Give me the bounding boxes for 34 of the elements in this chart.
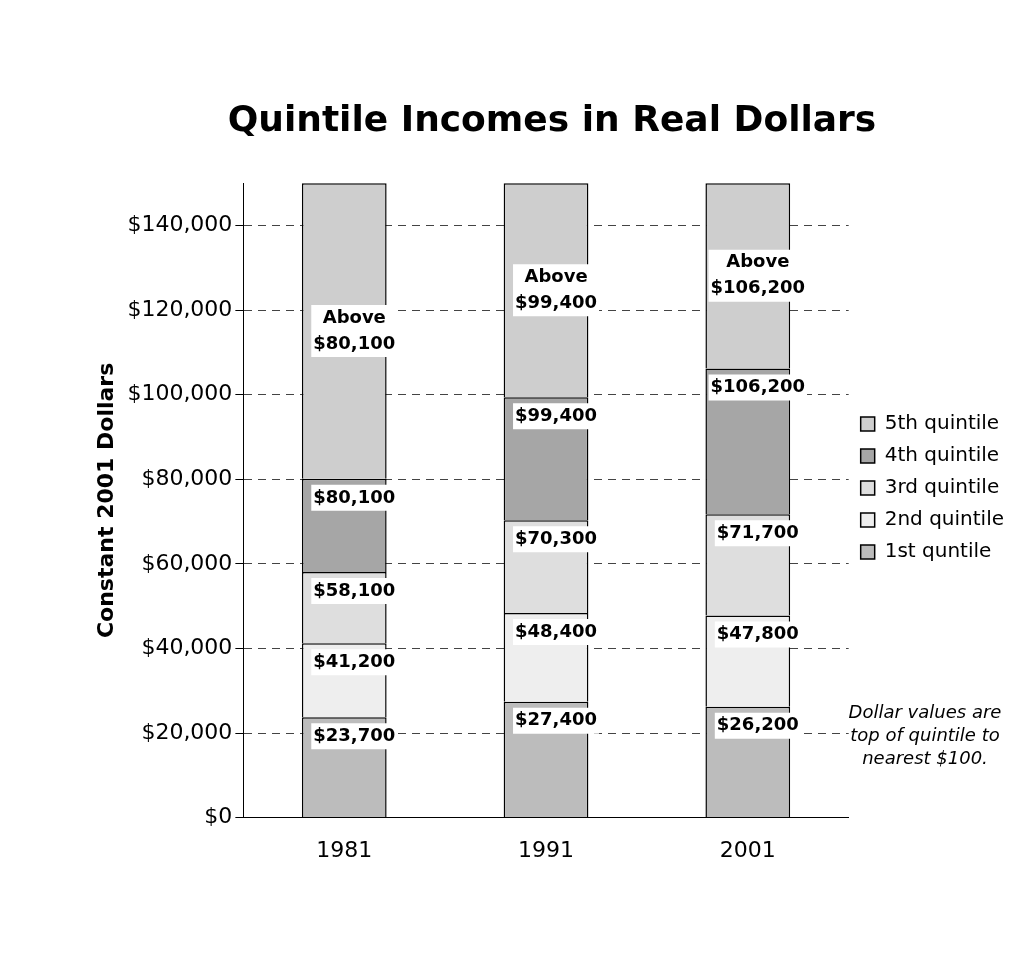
y-axis-title: Constant 2001 Dollars [92,362,118,639]
chart-title: Quintile Incomes in Real Dollars [227,97,877,139]
x-tick-label: 1981 [316,836,373,862]
y-tick-label: $100,000 [127,380,233,406]
annotation: $80,100 [313,485,396,507]
y-tick-label: $40,000 [141,634,233,660]
legend-label: 1st quntile [884,538,992,563]
annotation: $70,300 [515,526,598,548]
y-tick-label: $0 [204,803,233,829]
annotation: $47,800 [716,622,799,644]
annotation: Above $106,200 [710,250,806,298]
annotation: $41,200 [313,650,396,672]
y-tick-label: $120,000 [127,295,233,321]
annotation: $99,400 [515,403,598,425]
x-tick-label: 1991 [518,836,575,862]
y-tick-label: $20,000 [141,718,233,744]
annotation: Dollar values are top of quintile to nearest $100. [847,700,1003,769]
legend-label: 4th quintile [884,442,1000,467]
annotation: $27,400 [515,708,598,730]
annotation: Above $80,100 [313,305,396,353]
annotation: $58,100 [313,578,396,600]
annotation: $106,200 [710,375,806,397]
annotation: $48,400 [515,619,598,641]
annotation: $23,700 [313,724,396,746]
annotation: Above $99,400 [515,264,598,312]
y-tick-label: $60,000 [141,549,233,575]
y-tick-label: $80,000 [141,464,233,490]
legend-label: 5th quintile [884,410,1000,435]
legend-label: 2nd quintile [884,506,1005,531]
y-tick-label: $140,000 [127,211,233,237]
annotation: $26,200 [716,713,799,735]
x-tick-label: 2001 [719,836,776,862]
legend-label: 3rd quintile [884,474,1000,499]
annotation: $71,700 [716,521,799,543]
